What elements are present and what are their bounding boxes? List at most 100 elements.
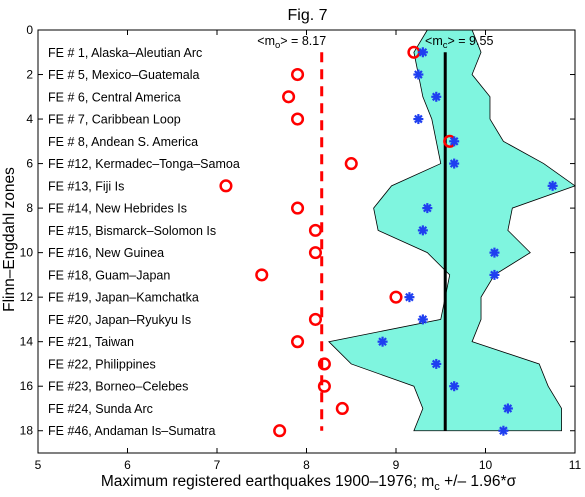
mc-estimate-stroke <box>418 315 428 324</box>
y-tick-label: 8 <box>26 201 33 215</box>
x-tick-label: 7 <box>214 458 221 472</box>
y-tick-label: 10 <box>20 246 34 260</box>
max-observed-marker <box>291 335 305 349</box>
mc-estimate-marker <box>417 314 428 325</box>
mc-mean-annotation: <mc> = 9.55 <box>425 34 493 51</box>
mc-estimate-marker <box>417 47 428 58</box>
y-tick-label: 14 <box>20 335 34 349</box>
max-observed-marker <box>273 424 287 438</box>
axis-ticks-layer: 5 6 7 8 9 10 11 0 2 4 6 8 10 12 14 16 18 <box>20 23 582 472</box>
y-tick-label: 0 <box>26 23 33 37</box>
mc-estimate-stroke <box>378 337 387 346</box>
mc-estimate-marker <box>449 381 460 392</box>
max-observed-marker <box>308 223 323 237</box>
chart-title: Fig. 7 <box>287 7 327 24</box>
mc-estimate-stroke <box>423 203 432 213</box>
y-tick-label: 18 <box>20 424 34 438</box>
confidence-band <box>328 29 576 432</box>
zone-labels-layer: FE # 1, Alaska–Aleutian Arc FE # 5, Mexic… <box>48 46 240 438</box>
mc-estimate-stroke <box>431 92 441 102</box>
mc-estimate-marker <box>417 225 428 236</box>
confidence-band-layer <box>328 29 576 432</box>
x-axis-title-subscript: c <box>434 481 440 493</box>
mc-estimate-marker <box>489 247 500 258</box>
zone-label: FE #22, Philippines <box>48 357 156 371</box>
mc-estimate-stroke <box>414 114 423 124</box>
mc-estimate-marker <box>502 403 513 414</box>
mc-estimate-marker <box>449 158 460 169</box>
zone-label: FE # 8, Andean S. America <box>48 135 198 149</box>
zone-label: FE #23, Borneo–Celebes <box>48 380 188 394</box>
max-observed-marker <box>389 290 403 304</box>
mc-estimate-stroke <box>449 381 459 391</box>
zone-label: FE #12, Kermadec–Tonga–Samoa <box>48 157 240 171</box>
mc-annotation-tail: > = 9.55 <box>448 34 494 48</box>
max-observed-marker <box>282 90 296 104</box>
zone-label: FE #15, Bismarck–Solomon Is <box>48 224 216 238</box>
zone-label: FE #20, Japan–Ryukyu Is <box>48 313 191 327</box>
max-observed-marker <box>255 268 269 282</box>
max-observed-marker <box>291 112 305 126</box>
x-tick-label: 9 <box>393 458 400 472</box>
max-observed-marker <box>291 201 305 215</box>
x-tick-label: 10 <box>479 458 493 472</box>
zone-label: FE #24, Sunda Arc <box>48 402 153 416</box>
max-observed-marker <box>344 157 358 171</box>
zone-label: FE #13, Fiji Is <box>48 179 124 193</box>
x-tick-label: 8 <box>303 458 310 472</box>
max-observed-marker <box>317 357 331 371</box>
max-observed-marker <box>308 246 323 260</box>
y-tick-label: 2 <box>26 68 33 82</box>
max-observed-marker <box>317 379 331 393</box>
zone-label: FE #16, New Guinea <box>48 246 164 260</box>
mc-estimate-stroke <box>418 47 428 57</box>
x-axis-title-tail: +/– 1.96*σ <box>440 473 517 490</box>
zone-label: FE #14, New Hebrides Is <box>48 202 187 216</box>
x-axis-title-main: Maximum registered earthquakes 1900–1976… <box>101 473 434 490</box>
mc-estimate-marker <box>422 203 433 214</box>
max-observed-marker <box>219 179 233 193</box>
y-tick-label: 6 <box>26 157 33 171</box>
mc-estimate-marker <box>404 292 415 303</box>
y-tick-label: 16 <box>20 379 34 393</box>
x-tick-label: 11 <box>569 458 582 472</box>
y-tick-label: 12 <box>20 290 34 304</box>
mc-estimate-stroke <box>548 181 557 191</box>
mc-estimate-stroke <box>418 226 428 235</box>
mc-estimate-stroke <box>431 359 441 369</box>
zone-label: FE #18, Guam–Japan <box>48 268 170 282</box>
y-axis-title: Flinn–Engdahl zones <box>1 167 18 312</box>
x-tick-label: 5 <box>35 458 42 472</box>
mc-annotation-main: <m <box>425 34 443 48</box>
mc-estimate-marker <box>413 69 424 80</box>
zone-label: FE #46, Andaman Is–Sumatra <box>48 424 216 438</box>
mc-estimate-stroke <box>449 137 459 146</box>
mo-annotation-main: <m <box>257 34 275 48</box>
mc-estimate-stroke <box>490 248 499 257</box>
mc-estimate-stroke <box>499 426 508 436</box>
mc-estimate-marker <box>377 336 388 347</box>
mc-estimate-stroke <box>414 70 423 79</box>
zone-label: FE # 5, Mexico–Guatemala <box>48 68 200 82</box>
zone-label: FE # 7, Caribbean Loop <box>48 113 181 127</box>
mc-estimate-stroke <box>490 270 499 280</box>
x-tick-label: 6 <box>124 458 131 472</box>
mc-estimate-marker <box>431 358 442 369</box>
zone-label: FE # 6, Central America <box>48 90 181 104</box>
mc-estimate-stroke <box>449 159 459 168</box>
mo-mean-annotation: <mo> = 8.17 <box>257 34 326 51</box>
max-observed-marker <box>308 312 323 326</box>
mo-annotation-tail: > = 8.17 <box>280 34 326 48</box>
x-axis-title: Maximum registered earthquakes 1900–1976… <box>101 473 517 493</box>
mc-estimate-marker <box>413 114 424 125</box>
markers-layer <box>219 45 558 438</box>
y-tick-label: 4 <box>26 112 33 126</box>
zone-label: FE # 1, Alaska–Aleutian Arc <box>48 46 202 60</box>
zone-label: FE #19, Japan–Kamchatka <box>48 291 199 305</box>
max-observed-marker <box>291 67 305 82</box>
mc-estimate-stroke <box>405 292 414 302</box>
mo-annotation-subscript: o <box>275 40 280 51</box>
mc-estimate-marker <box>431 91 442 102</box>
mc-estimate-marker <box>547 180 558 191</box>
